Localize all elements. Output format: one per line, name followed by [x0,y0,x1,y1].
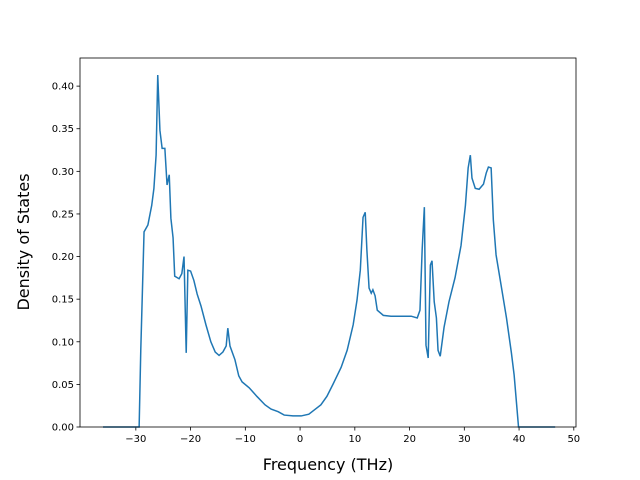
x-tick-label: 10 [348,434,361,445]
y-tick-label: 0.10 [52,337,74,348]
x-tick-label: 40 [513,434,526,445]
x-tick-label: −30 [125,434,146,445]
x-tick-label: −20 [180,434,201,445]
y-tick-label: 0.30 [52,167,74,178]
x-tick-label: 30 [458,434,471,445]
x-tick-label: 0 [297,434,303,445]
x-axis-label: Frequency (THz) [263,455,393,474]
x-tick-label: −10 [235,434,256,445]
y-axis-label: Density of States [14,173,33,310]
x-tick-label: 50 [567,434,580,445]
y-tick-label: 0.20 [52,252,74,263]
plot-frame [79,57,577,428]
y-tick-label: 0.15 [52,295,74,306]
line [102,75,556,428]
x-tick-label: 20 [403,434,416,445]
y-tick-label: 0.00 [52,423,74,434]
y-tick-label: 0.35 [52,124,74,135]
y-tick-label: 0.05 [52,380,74,391]
y-tick-label: 0.25 [52,209,74,220]
y-tick-label: 0.40 [52,82,74,93]
